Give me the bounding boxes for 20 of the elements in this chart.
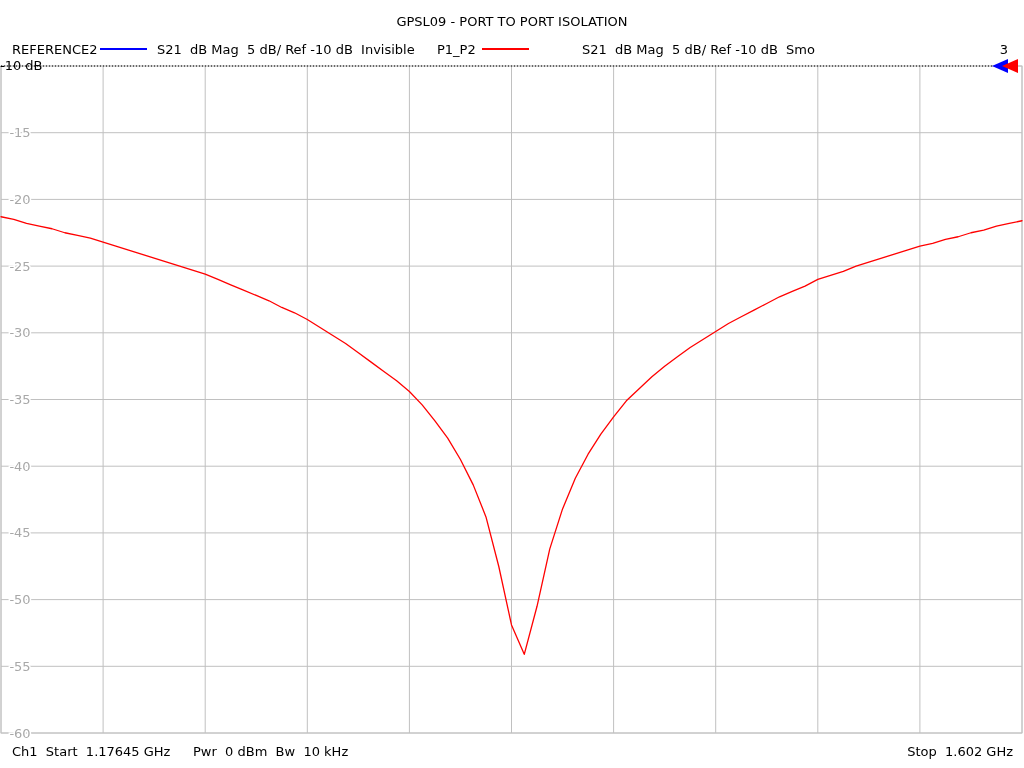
y-tick-label: -50 — [9, 592, 31, 608]
text: Ch1 Start 1.17645 GHz — [12, 744, 171, 759]
y-tick-label: -25 — [9, 258, 31, 274]
chart-title: GPSL09 - PORT TO PORT ISOLATION — [396, 14, 628, 29]
y-tick-label: -40 — [9, 458, 31, 474]
legend-label: REFERENCE2 — [12, 42, 98, 57]
text: S21 dB Mag 5 dB/ Ref -10 dB Smo — [582, 42, 816, 57]
y-tick-label: -20 — [9, 191, 31, 207]
y-tick-label: -45 — [9, 525, 31, 541]
legend-label: P1_P2 — [437, 42, 476, 57]
y-tick-label: -15 — [9, 125, 31, 141]
text: 3 — [999, 42, 1008, 57]
y-tick-label: -30 — [9, 325, 31, 341]
line-series — [0, 216, 1023, 655]
y-tick-label: -55 — [9, 658, 31, 674]
text: S21 dB Mag 5 dB/ Ref -10 dB Invisible — [157, 42, 415, 57]
y-tick-label: -60 — [9, 725, 31, 741]
text: Pwr 0 dBm Bw 10 kHz — [193, 744, 349, 759]
text: Stop 1.602 GHz — [907, 744, 1014, 759]
ref-line-label: -10 dB — [0, 58, 43, 73]
